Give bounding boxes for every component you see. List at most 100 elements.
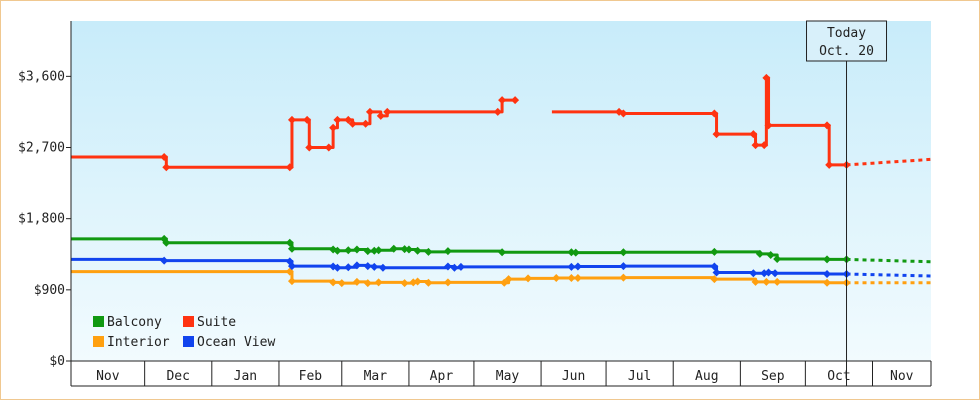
data-point	[443, 262, 452, 271]
data-point	[363, 279, 372, 288]
legend-label: Balcony	[107, 315, 162, 330]
data-point	[287, 262, 296, 271]
data-point	[552, 273, 561, 282]
data-point	[443, 278, 452, 287]
legend-label: Ocean View	[197, 335, 275, 350]
data-point	[567, 273, 576, 282]
data-point	[571, 248, 580, 257]
data-point	[413, 277, 422, 286]
today-marker: Today Oct. 20	[806, 20, 888, 386]
data-point	[305, 143, 314, 152]
data-point	[370, 262, 379, 271]
data-point	[378, 263, 387, 272]
data-point	[348, 119, 357, 128]
x-tick-label: Jun	[562, 369, 585, 384]
data-point	[823, 270, 832, 279]
legend-item-ocean-view: Ocean View	[183, 335, 275, 350]
x-tick-label: Dec	[166, 369, 189, 384]
data-point	[303, 115, 312, 124]
data-point	[498, 96, 507, 105]
legend-swatch	[183, 336, 194, 347]
data-point	[823, 255, 832, 264]
data-point	[751, 277, 760, 286]
x-tick-label: Jul	[628, 369, 651, 384]
data-point	[352, 245, 361, 254]
legend-swatch	[183, 316, 194, 327]
data-point	[710, 109, 719, 118]
data-point	[363, 262, 372, 271]
x-tick-label: Jan	[234, 369, 257, 384]
data-point	[443, 247, 452, 256]
data-point	[764, 268, 773, 277]
data-point	[771, 269, 780, 278]
x-tick-label: Aug	[695, 369, 718, 384]
data-point	[374, 246, 383, 255]
data-point	[361, 119, 370, 128]
data-point	[324, 143, 333, 152]
x-tick-label: Feb	[299, 369, 323, 384]
data-point	[160, 153, 169, 161]
data-point	[749, 130, 758, 139]
data-point	[751, 141, 760, 150]
x-tick-label: Nov	[890, 369, 914, 384]
data-point	[337, 279, 346, 288]
data-point	[573, 262, 582, 271]
data-point	[619, 248, 628, 257]
data-point	[450, 263, 459, 272]
data-point	[619, 262, 628, 271]
data-point	[712, 130, 721, 139]
data-point	[400, 279, 409, 288]
data-point	[773, 277, 782, 286]
data-point	[376, 111, 385, 120]
data-point	[619, 273, 628, 282]
axes: $0 $900 $1,800 $2,700 $3,600 Nov Dec Jan Feb Mar A…	[18, 21, 932, 387]
x-tick-label: May	[496, 369, 520, 384]
data-point	[773, 255, 782, 263]
y-tick-label: $1,800	[18, 212, 65, 227]
plot-area	[71, 21, 931, 361]
series-balcony	[71, 234, 932, 264]
data-point	[710, 275, 719, 284]
legend-item-interior: Interior	[93, 335, 170, 350]
data-point	[424, 247, 433, 256]
data-point	[333, 246, 342, 255]
data-point	[710, 247, 719, 256]
data-point	[285, 163, 294, 172]
series-interior	[71, 267, 931, 288]
series-suite	[71, 73, 932, 172]
today-date-label: Oct. 20	[819, 44, 874, 59]
today-box	[806, 20, 888, 62]
data-point	[329, 123, 338, 132]
data-point	[352, 261, 361, 270]
data-point	[160, 256, 169, 265]
legend-item-suite: Suite	[183, 315, 236, 330]
data-point	[766, 251, 775, 260]
x-tick-label: Oct	[827, 369, 850, 384]
data-point	[567, 262, 576, 271]
data-point	[456, 262, 465, 271]
data-point	[383, 107, 392, 116]
legend-label: Suite	[197, 315, 236, 330]
data-point	[825, 160, 834, 169]
x-tick-label: Apr	[430, 369, 454, 384]
data-point	[762, 73, 771, 82]
y-tick-label: $3,600	[18, 69, 65, 84]
data-point	[352, 277, 361, 286]
data-point	[333, 115, 342, 124]
data-point	[333, 263, 342, 272]
data-point	[710, 262, 719, 271]
projection-line	[846, 272, 932, 278]
data-point	[344, 246, 353, 255]
data-point	[511, 96, 520, 105]
data-point	[404, 245, 413, 254]
projection-line	[846, 257, 932, 264]
legend-swatch	[93, 316, 104, 327]
x-tick-label: Nov	[96, 369, 120, 384]
data-point	[749, 269, 758, 278]
data-point	[413, 246, 422, 255]
y-tick-label: $2,700	[18, 141, 65, 156]
data-point	[823, 121, 832, 130]
legend: Balcony Suite Interior Ocean View	[93, 315, 275, 350]
